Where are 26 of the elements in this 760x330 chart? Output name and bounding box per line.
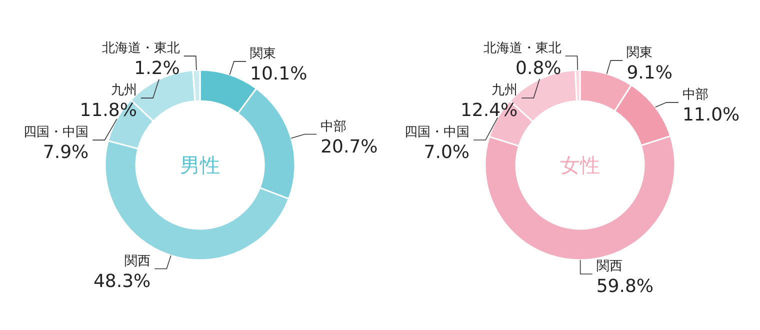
slice-label: 関東 — [250, 46, 276, 62]
slice-label: 中部 — [320, 119, 347, 134]
slice-label: 関東 — [626, 45, 653, 60]
data-label: 11.8% — [80, 100, 137, 122]
text: 女性 — [560, 153, 600, 177]
text: 男性 — [180, 153, 220, 177]
data-label: 11.0% — [682, 104, 740, 126]
data-label: 12.4% — [460, 100, 518, 122]
data-label: 7.9% — [42, 142, 89, 164]
slice-label: 関西 — [596, 259, 622, 274]
slice-label: 北海道・東北 — [483, 41, 562, 56]
slice-label: 関西 — [124, 254, 151, 269]
data-label: 59.8% — [596, 276, 654, 297]
data-label: 1.2% — [134, 58, 180, 80]
slice-label: 四国・中国 — [24, 125, 89, 140]
slice-label: 九州 — [110, 83, 137, 98]
slice-label: 中部 — [682, 87, 708, 102]
data-label: 10.1% — [250, 63, 308, 84]
data-label: 9.1% — [626, 62, 672, 84]
data-label: 0.8% — [516, 58, 562, 80]
data-label: 7.0% — [424, 142, 470, 164]
slice-label: 四国・中国 — [404, 125, 470, 140]
data-label: 20.7% — [320, 136, 378, 158]
slice-label: 北海道・東北 — [102, 41, 180, 56]
slice-label: 九州 — [492, 83, 518, 98]
data-label: 48.3% — [93, 270, 151, 292]
